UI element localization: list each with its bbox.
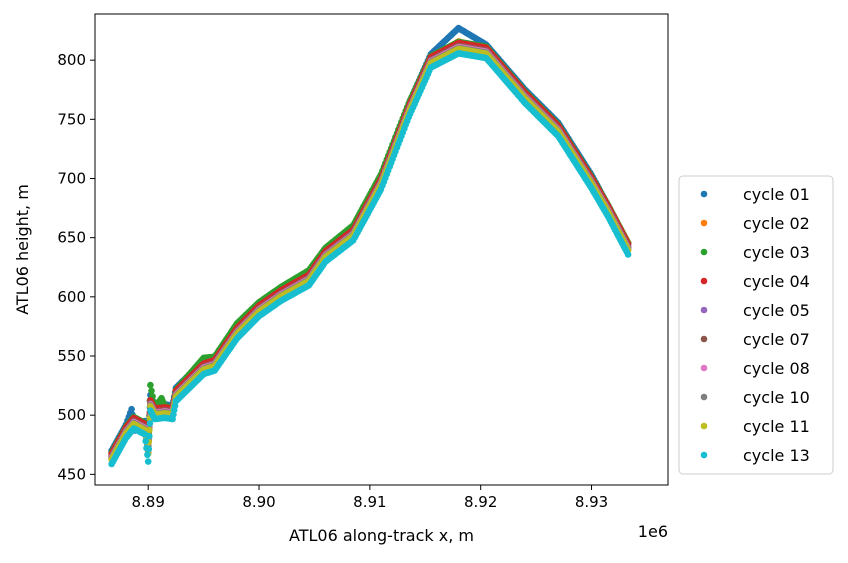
legend-label: cycle 11: [743, 417, 810, 436]
legend-marker: [700, 190, 708, 198]
axes-frame: [94, 13, 669, 486]
legend-marker: [700, 306, 708, 314]
x-tick-label: 8.92: [464, 493, 497, 511]
data-point: [148, 387, 155, 395]
legend-label: cycle 13: [743, 446, 810, 465]
x-ticks: 8.89 8.90 8.91 8.92 8.93: [131, 485, 608, 511]
legend-item: cycle 08: [700, 359, 810, 378]
x-tick-label: 8.93: [575, 493, 608, 511]
x-axis-label: ATL06 along-track x, m: [289, 526, 474, 545]
data-point: [144, 458, 152, 465]
legend-item: cycle 04: [700, 272, 810, 291]
legend-item: cycle 05: [700, 301, 810, 320]
x-tick-label: 8.91: [353, 493, 386, 511]
series-cycle-08: [108, 43, 632, 461]
legend-marker: [700, 219, 708, 227]
series-cycle-05: [108, 42, 632, 460]
legend-label: cycle 10: [743, 388, 810, 407]
y-tick-label: 750: [57, 110, 86, 128]
y-tick-label: 800: [57, 51, 86, 69]
chart-marks: [108, 24, 632, 468]
legend-item: cycle 07: [700, 330, 810, 349]
legend: cycle 01 cycle 02 cycle 03 cycle 04 cycle 05…: [678, 175, 834, 475]
y-tick-label: 500: [57, 406, 86, 424]
y-tick-label: 650: [57, 229, 86, 247]
legend-box: [678, 175, 834, 475]
legend-label: cycle 02: [743, 214, 810, 233]
data-point: [146, 426, 153, 434]
x-axis-offset-label: 1e6: [638, 522, 668, 541]
legend-label: cycle 05: [743, 301, 810, 320]
data-point: [145, 445, 153, 453]
series-cycle-13: [108, 50, 632, 468]
legend-label: cycle 07: [743, 330, 810, 349]
legend-item: cycle 11: [700, 417, 810, 436]
y-axis-label: ATL06 height, m: [13, 184, 32, 315]
legend-label: cycle 04: [743, 272, 810, 291]
data-point: [142, 437, 149, 445]
legend-marker: [700, 393, 708, 401]
data-point: [128, 405, 135, 413]
legend-marker: [700, 422, 708, 430]
series-cycle-02: [108, 38, 632, 459]
legend-marker: [700, 364, 708, 372]
data-point: [146, 420, 154, 427]
y-ticks: 450 500 550 600 650 700 750 800: [57, 51, 95, 483]
x-tick-label: 8.89: [131, 493, 164, 511]
legend-label: cycle 03: [743, 243, 810, 262]
data-point: [624, 251, 632, 258]
data-point: [144, 451, 151, 459]
y-tick-label: 600: [57, 288, 86, 306]
legend-item: cycle 13: [700, 446, 810, 465]
legend-marker: [700, 277, 708, 285]
series-cycle-07: [108, 42, 632, 460]
x-tick-label: 8.90: [242, 493, 275, 511]
legend-item: cycle 10: [700, 388, 810, 407]
data-point: [146, 432, 153, 440]
y-tick-label: 550: [57, 347, 86, 365]
data-point: [147, 381, 154, 389]
legend-marker: [700, 451, 708, 459]
legend-marker: [700, 335, 708, 343]
legend-label: cycle 08: [743, 359, 810, 378]
series-cycle-11: [108, 45, 632, 463]
legend-label: cycle 01: [743, 185, 810, 204]
legend-marker: [700, 248, 708, 256]
series-cycle-10: [108, 44, 632, 462]
legend-item: cycle 03: [700, 243, 810, 262]
legend-item: cycle 01: [700, 185, 810, 204]
y-tick-label: 450: [57, 465, 86, 483]
y-tick-label: 700: [57, 169, 86, 187]
legend-item: cycle 02: [700, 214, 810, 233]
